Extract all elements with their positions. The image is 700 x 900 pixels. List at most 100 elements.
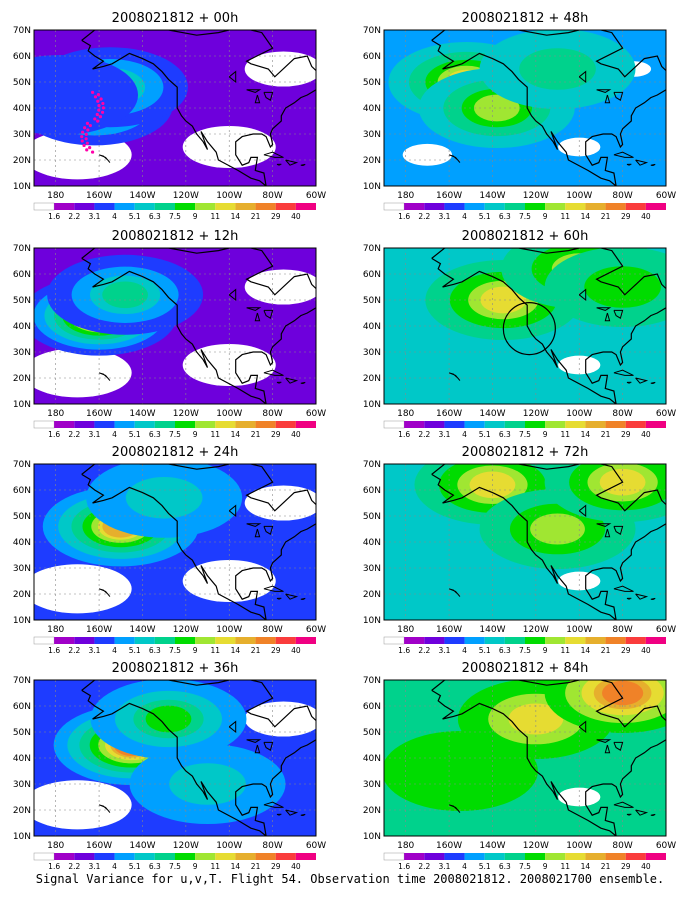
colorbar-label: 1.6 — [398, 646, 410, 655]
map-panel: 2008021812 + 60h 70N 60N 50N 40N 30N 20N 10N 180… — [363, 229, 676, 439]
lat-tick-label: 10N — [363, 400, 381, 410]
colorbar-swatch — [114, 203, 135, 210]
colorbar-label: 21 — [601, 646, 611, 655]
map-frame — [383, 463, 667, 621]
colorbar-swatch — [545, 853, 566, 860]
lat-tick-label: 60N — [13, 486, 31, 496]
island-outline — [448, 154, 461, 163]
island-outline — [276, 163, 282, 166]
colorbar-label: 21 — [251, 212, 261, 221]
island-outline — [285, 159, 299, 166]
colorbar-swatch — [134, 203, 155, 210]
colorbar-swatch — [625, 203, 646, 210]
lat-tick-label: 10N — [363, 182, 381, 192]
island-outline — [254, 528, 261, 538]
colorbar-label: 7.5 — [169, 862, 181, 871]
colorbar-label: 11 — [561, 862, 571, 871]
panel-title: 2008021812 + 00h — [112, 11, 239, 26]
colorbar-label: 7.5 — [519, 430, 531, 439]
colorbar-swatch — [525, 421, 546, 428]
colorbar-swatch — [504, 853, 525, 860]
colorbar-label: 14 — [231, 646, 241, 655]
island-outline — [448, 804, 461, 813]
colorbar-swatch — [195, 203, 216, 210]
lat-tick-label: 20N — [13, 590, 31, 600]
colorbar-label: 6.3 — [149, 646, 161, 655]
panel-title: 2008021812 + 24h — [112, 445, 239, 460]
colorbar-swatch — [585, 637, 606, 644]
lat-tick-label: 20N — [363, 806, 381, 816]
colorbar-label: 21 — [601, 212, 611, 221]
colorbar-swatch — [295, 637, 316, 644]
lon-tick-label: 100W — [566, 409, 592, 419]
colorbar-swatch — [504, 637, 525, 644]
colorbar-label: 14 — [231, 212, 241, 221]
colorbar-label: 21 — [601, 430, 611, 439]
lat-tick-label: 20N — [13, 156, 31, 166]
colorbar-swatch — [255, 203, 276, 210]
colorbar-swatch — [565, 637, 586, 644]
colorbar-swatch — [645, 421, 666, 428]
lat-tick-label: 30N — [363, 348, 381, 358]
colorbar-label: 7.5 — [519, 862, 531, 871]
colorbar-swatch — [504, 421, 525, 428]
observation-track-point — [97, 104, 101, 108]
island-outline — [604, 744, 611, 754]
lon-tick-label: 140W — [479, 191, 505, 201]
lat-tick-label: 10N — [363, 616, 381, 626]
observation-track-point — [97, 108, 101, 112]
coastline — [431, 464, 666, 620]
lon-tick-label: 180 — [47, 191, 64, 201]
colorbar-label: 4 — [112, 212, 117, 221]
lon-tick-label: 60W — [306, 841, 326, 851]
colorbar-label: 29 — [621, 646, 631, 655]
colorbar-label: 3.1 — [438, 646, 450, 655]
lat-tick-label: 30N — [13, 780, 31, 790]
lon-tick-label: 160W — [436, 191, 462, 201]
island-outline — [263, 585, 284, 592]
colorbar-label: 1.6 — [48, 862, 60, 871]
island-outline — [613, 309, 624, 319]
variance-contour — [473, 94, 520, 122]
map-frame — [33, 29, 317, 187]
colorbar-swatch — [54, 637, 75, 644]
lon-tick-label: 120W — [523, 409, 549, 419]
colorbar-label: 5.1 — [129, 646, 141, 655]
colorbar-swatch — [235, 203, 256, 210]
lat-tick-label: 60N — [363, 52, 381, 62]
island-outline — [578, 720, 587, 734]
observation-track-point — [80, 130, 85, 134]
colorbar-swatch — [444, 637, 465, 644]
colorbar-swatch — [545, 203, 566, 210]
low-variance-area — [244, 485, 316, 521]
lat-tick-label: 50N — [363, 78, 381, 88]
observation-track-point — [80, 139, 84, 143]
observation-track-point — [100, 110, 105, 114]
map-panel: 2008021812 + 24h 70N 60N 50N 40N 30N 20N 10N 180… — [13, 445, 326, 655]
colorbar-swatch — [383, 420, 405, 429]
colorbar-swatch — [114, 421, 135, 428]
colorbar-label: 2.2 — [418, 862, 430, 871]
lon-tick-label: 80W — [612, 841, 632, 851]
low-variance-area — [244, 51, 316, 87]
variance-contour — [584, 266, 661, 308]
observation-track-point — [88, 123, 92, 128]
colorbar-swatch — [255, 637, 276, 644]
colorbar-label: 1.6 — [398, 212, 410, 221]
colorbar-swatch — [444, 203, 465, 210]
island-outline — [263, 309, 274, 319]
colorbar-swatch — [33, 852, 55, 861]
lat-tick-label: 40N — [13, 754, 31, 764]
island-outline — [650, 813, 656, 817]
colorbar-swatch — [625, 421, 646, 428]
lat-tick-label: 30N — [363, 564, 381, 574]
colorbar-swatch — [605, 853, 626, 860]
lat-tick-label: 50N — [13, 512, 31, 522]
island-outline — [596, 89, 612, 93]
observation-track-point — [101, 101, 105, 106]
low-variance-area — [244, 701, 316, 737]
colorbar-swatch — [275, 421, 296, 428]
colorbar-label: 1.6 — [398, 430, 410, 439]
colorbar-label: 4 — [112, 646, 117, 655]
panel-title: 2008021812 + 36h — [112, 661, 239, 676]
